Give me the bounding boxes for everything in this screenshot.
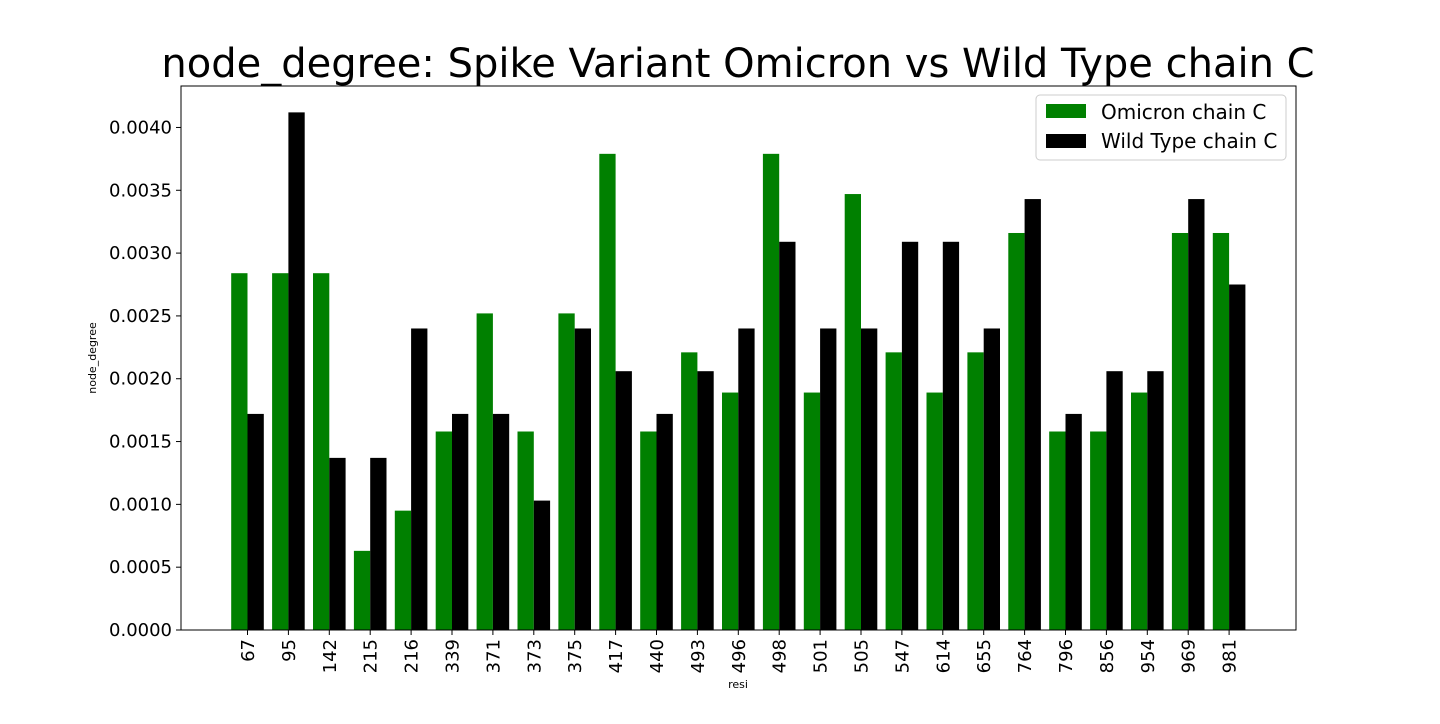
bar-omicron-505 [844, 194, 861, 631]
bar-wild-type-501 [820, 328, 837, 630]
bar-omicron-655 [967, 352, 984, 630]
bar-omicron-501 [803, 392, 821, 630]
bar-omicron-375 [558, 313, 575, 630]
y-tick-label: 0.0030 [109, 243, 172, 264]
x-axis: 67 95 142 215 216 339 371 373 375 417 440 493 496 498… [238, 630, 1241, 673]
bar-omicron-614 [926, 392, 943, 630]
y-axis: 0.0000 0.0005 0.0010 0.0015 0.0020 0.0025 0.00… [109, 117, 181, 641]
bar-wild-type-764 [1024, 199, 1041, 630]
legend-label-omicron: Omicron chain C [1101, 100, 1266, 124]
x-tick-label: 856 [1097, 639, 1118, 673]
x-tick-label: 440 [647, 639, 668, 673]
legend-frame [1035, 94, 1287, 161]
x-tick-label: 493 [688, 639, 709, 673]
y-tick-label: 0.0005 [109, 557, 172, 578]
bar-wild-type-371 [492, 413, 510, 630]
legend-swatch-wild-type [1046, 134, 1086, 148]
bar-wild-type-373 [533, 500, 551, 630]
x-tick-label: 981 [1220, 639, 1241, 673]
bar-wild-type-375 [574, 328, 591, 630]
bar-wild-type-856 [1106, 371, 1123, 630]
bar-omicron-796 [1049, 431, 1066, 630]
bar-wild-type-95 [288, 112, 305, 630]
x-axis-label: resi [728, 678, 748, 691]
bar-wild-type-142 [329, 457, 346, 630]
x-tick-label: 969 [1179, 639, 1200, 673]
bar-omicron-969 [1171, 232, 1189, 631]
bar-wild-type-417 [615, 371, 632, 630]
bar-wild-type-981 [1229, 284, 1246, 630]
x-tick-label: 215 [361, 639, 382, 673]
x-tick-label: 547 [892, 639, 913, 673]
bar-omicron-496 [722, 392, 739, 630]
bar-omicron-417 [599, 153, 616, 630]
legend-swatch-omicron [1046, 104, 1086, 118]
x-tick-label: 496 [729, 639, 750, 673]
legend-label-wild-type: Wild Type chain C [1101, 129, 1277, 153]
y-tick-label: 0.0000 [109, 620, 172, 641]
x-tick-label: 614 [933, 639, 954, 673]
bar-wild-type-67 [247, 413, 264, 630]
bar-wild-type-215 [370, 457, 387, 630]
chart-title: node_degree: Spike Variant Omicron vs Wi… [161, 41, 1314, 87]
legend: Omicron chain C Wild Type chain C [1035, 94, 1287, 161]
bar-omicron-498 [762, 153, 780, 630]
bar-wild-type-655 [983, 328, 1000, 630]
bar-wild-type-216 [411, 328, 428, 630]
bar-wild-type-493 [697, 371, 714, 630]
bar-omicron-856 [1090, 431, 1107, 630]
x-tick-label: 67 [238, 639, 259, 662]
bar-omicron-764 [1008, 232, 1025, 631]
bar-wild-type-339 [452, 413, 469, 630]
y-tick-label: 0.0010 [109, 494, 172, 515]
bar-wild-type-954 [1147, 371, 1164, 630]
bar-omicron-371 [476, 313, 493, 630]
x-tick-label: 501 [811, 639, 832, 673]
bar-omicron-373 [517, 431, 534, 630]
bar-omicron-95 [272, 273, 289, 630]
x-tick-label: 373 [524, 639, 545, 673]
y-tick-label: 0.0025 [109, 306, 172, 327]
y-axis-label: node_degree [86, 322, 99, 394]
x-tick-label: 498 [770, 639, 791, 673]
bar-wild-type-547 [901, 241, 919, 631]
x-tick-label: 375 [565, 639, 586, 673]
bar-omicron-142 [313, 273, 330, 630]
bar-wild-type-969 [1188, 199, 1205, 630]
bars-group [231, 112, 1246, 631]
x-tick-label: 417 [606, 639, 627, 673]
x-tick-label: 764 [1015, 639, 1036, 673]
bar-omicron-954 [1131, 392, 1148, 630]
bar-omicron-440 [640, 431, 657, 630]
bar-wild-type-440 [656, 413, 673, 630]
bar-wild-type-614 [942, 241, 960, 631]
bar-wild-type-498 [779, 241, 796, 631]
bar-omicron-493 [681, 352, 698, 630]
bar-omicron-215 [353, 550, 371, 630]
y-tick-label: 0.0035 [109, 180, 172, 201]
x-tick-label: 216 [402, 639, 423, 673]
bar-omicron-67 [231, 273, 248, 630]
x-tick-label: 95 [279, 639, 300, 662]
y-tick-label: 0.0040 [109, 117, 172, 138]
bar-omicron-216 [394, 510, 412, 630]
bar-wild-type-496 [738, 328, 755, 630]
x-tick-label: 371 [483, 639, 504, 673]
x-tick-label: 505 [852, 639, 873, 673]
bar-wild-type-505 [861, 328, 878, 630]
y-tick-label: 0.0020 [109, 369, 172, 390]
bar-omicron-981 [1212, 232, 1230, 631]
x-tick-label: 954 [1138, 639, 1159, 673]
x-tick-label: 655 [974, 639, 995, 673]
bar-wild-type-796 [1065, 413, 1082, 630]
x-tick-label: 142 [320, 639, 341, 673]
y-tick-label: 0.0015 [109, 432, 172, 453]
x-tick-label: 796 [1056, 639, 1077, 673]
bar-omicron-547 [885, 352, 902, 630]
bar-omicron-339 [435, 431, 452, 630]
x-tick-label: 339 [443, 639, 464, 673]
